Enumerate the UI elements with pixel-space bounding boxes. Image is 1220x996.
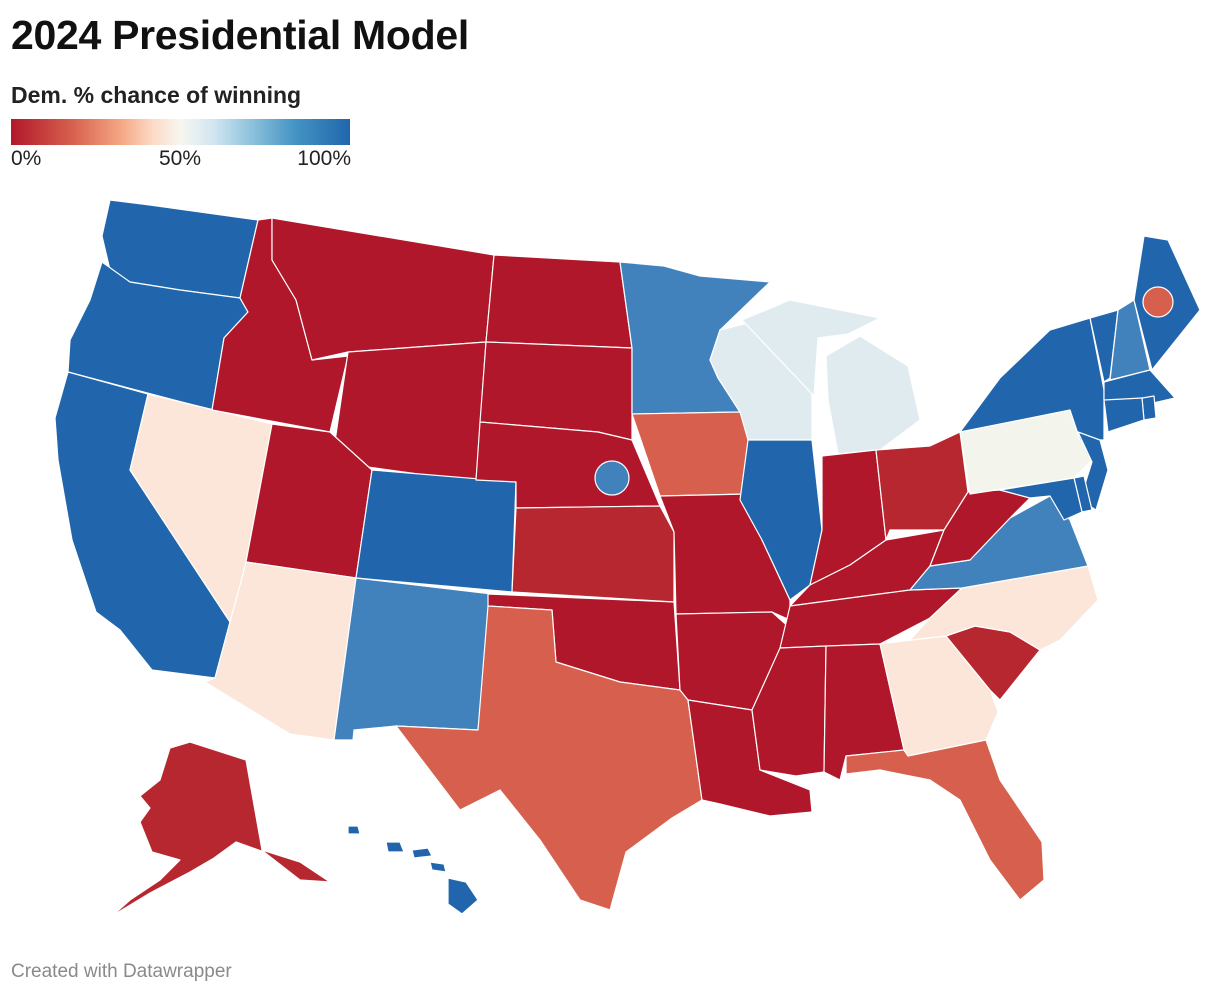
state-new-mexico[interactable] [333,577,493,741]
legend-tick-min: 0% [11,147,42,170]
legend-ticks: 0% 50% 100% [11,145,351,171]
legend-title: Dem. % chance of winning [11,82,302,108]
state-maryland[interactable] [999,477,1083,521]
legend-tick-mid: 50% [159,147,202,170]
state-florida[interactable] [845,739,1045,901]
maine-district-2-marker[interactable] [1142,286,1174,318]
us-state-map [54,199,1201,917]
state-colorado[interactable] [355,469,517,593]
credit-footer: Created with Datawrapper [11,961,232,982]
legend-gradient-bar [11,119,350,145]
legend-tick-max: 100% [297,147,351,170]
state-north-dakota[interactable] [485,254,633,349]
state-michigan[interactable] [741,299,921,455]
state-hawaii[interactable] [347,825,479,915]
state-illinois[interactable] [739,439,823,601]
state-alaska[interactable] [111,741,331,917]
map-title: 2024 Presidential Model [11,12,469,58]
state-kansas[interactable] [511,505,675,603]
state-connecticut[interactable] [1103,397,1145,433]
color-legend: Dem. % chance of winning 0% 50% 100% [11,82,351,171]
state-massachusetts[interactable] [1103,369,1176,407]
nebraska-district-2-marker[interactable] [594,460,630,496]
state-texas[interactable] [395,605,703,911]
